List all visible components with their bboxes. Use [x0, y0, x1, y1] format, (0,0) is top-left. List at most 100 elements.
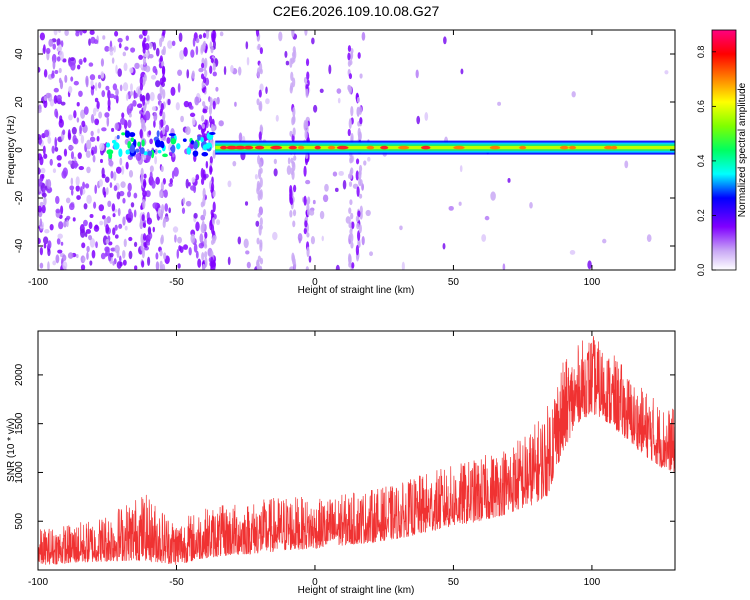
heatmap-cell — [170, 86, 176, 96]
heatmap-cell — [459, 165, 463, 173]
heatmap-cell — [358, 170, 362, 180]
heatmap-cell — [167, 40, 173, 49]
heatmap-cell — [143, 178, 147, 189]
heatmap-cell — [303, 227, 307, 235]
heatmap-cell — [39, 246, 43, 256]
colorbar-tick-label: 0.8 — [696, 46, 706, 59]
heatmap-cell — [216, 219, 221, 226]
heatmap-cell — [348, 261, 352, 268]
heatmap-cell — [136, 103, 143, 108]
heatmap-cell — [209, 220, 213, 231]
heatmap-cell — [40, 167, 46, 174]
snr-x-axis-label: Height of straight line (km) — [298, 585, 415, 596]
heatmap-cell — [132, 99, 137, 107]
heatmap-cell — [162, 178, 166, 185]
heatmap-cell — [211, 123, 215, 132]
heatmap-cell — [145, 92, 150, 101]
band-hotspot — [243, 145, 254, 150]
heatmap-cell — [293, 49, 297, 60]
heatmap-cell — [290, 71, 294, 81]
heatmap-cell — [140, 176, 144, 185]
heatmap-cell — [350, 132, 354, 143]
heatmap-cell — [39, 262, 44, 269]
snr-x-tick-label: 0 — [312, 577, 318, 588]
heatmap-cell — [361, 235, 365, 246]
heatmap-cell — [38, 138, 42, 146]
heatmap-cell — [234, 101, 237, 107]
heatmap-cell — [197, 258, 202, 268]
heatmap-cell — [201, 252, 205, 261]
heatmap-cell — [359, 117, 363, 125]
heatmap-cell — [352, 183, 359, 189]
heatmap-cell — [359, 179, 363, 187]
heatmap-cell — [484, 215, 490, 221]
heatmap-cell — [179, 49, 185, 60]
heatmap-cell — [292, 107, 296, 117]
heatmap-cell — [245, 250, 250, 255]
heatmap-cell — [218, 120, 224, 127]
heatmap-cell — [139, 128, 143, 139]
heatmap-cell — [351, 262, 355, 269]
heatmap-cell — [303, 120, 307, 131]
heatmap-cell — [152, 42, 157, 51]
heatmap-cell — [120, 117, 126, 126]
heatmap-cell — [416, 115, 421, 125]
heatmap-cell — [73, 80, 79, 86]
heatmap-cell — [168, 133, 176, 137]
heatmap-cell — [223, 66, 227, 76]
heatmap-cell — [448, 205, 454, 211]
heatmap-cell — [197, 124, 202, 131]
heatmap-cell — [201, 151, 209, 157]
heatmap-cell — [309, 209, 315, 216]
heatmap-cell — [94, 118, 100, 126]
heatmap-cell — [227, 256, 231, 266]
snr-x-ticks: -100 -50 0 50 100 — [28, 331, 601, 588]
heatmap-cell — [96, 100, 100, 110]
heatmap-cell — [203, 174, 207, 181]
heatmap-cell — [298, 237, 302, 244]
heatmap-cell — [147, 256, 151, 267]
heatmap-cell — [143, 173, 147, 179]
heatmap-cell — [121, 132, 126, 136]
heatmap-cell — [159, 110, 163, 117]
heatmap-cell — [171, 40, 176, 47]
heatmap-cell — [155, 252, 159, 260]
heatmap-cell — [273, 168, 278, 177]
heatmap-cell — [356, 96, 361, 103]
heatmap-cell — [70, 189, 74, 196]
heatmap-cell — [193, 212, 198, 219]
heatmap-cell — [76, 64, 81, 70]
heatmap-cell — [83, 106, 89, 115]
heatmap-cell — [159, 265, 163, 270]
heatmap-cell — [256, 98, 260, 106]
heatmap-cell — [54, 146, 59, 152]
snr-y-ticks: 500 1000 1500 2000 — [14, 363, 675, 530]
heatmap-cell — [60, 241, 64, 246]
heatmap-cell — [336, 88, 342, 94]
heatmap-cell — [142, 104, 147, 113]
band-hotspot — [254, 145, 265, 150]
heatmap-cell — [63, 220, 67, 228]
heatmap-cell — [265, 98, 270, 105]
heatmap-cell — [104, 112, 110, 118]
heatmap-cell — [355, 215, 359, 222]
heatmap-cell — [192, 150, 199, 157]
heatmap-cell — [159, 250, 163, 257]
heatmap-cell — [86, 139, 92, 150]
heatmap-cell — [202, 108, 208, 114]
heatmap-cell — [203, 60, 207, 72]
heatmap-cell — [121, 165, 125, 175]
heatmap-cell — [130, 137, 135, 142]
heatmap-cell — [100, 71, 105, 79]
heatmap-cell — [90, 36, 96, 44]
heatmap-cell — [155, 47, 160, 57]
snr-y-tick-label: 500 — [14, 512, 25, 529]
heatmap-cell — [160, 234, 164, 244]
heatmap-cell — [188, 247, 192, 256]
heatmap-cell — [203, 243, 208, 249]
heatmap-cell — [76, 117, 80, 123]
heatmap-cell — [152, 226, 155, 233]
heatmap-cell — [347, 128, 351, 137]
heatmap-cell — [227, 180, 232, 188]
heatmap-cell — [198, 34, 203, 40]
